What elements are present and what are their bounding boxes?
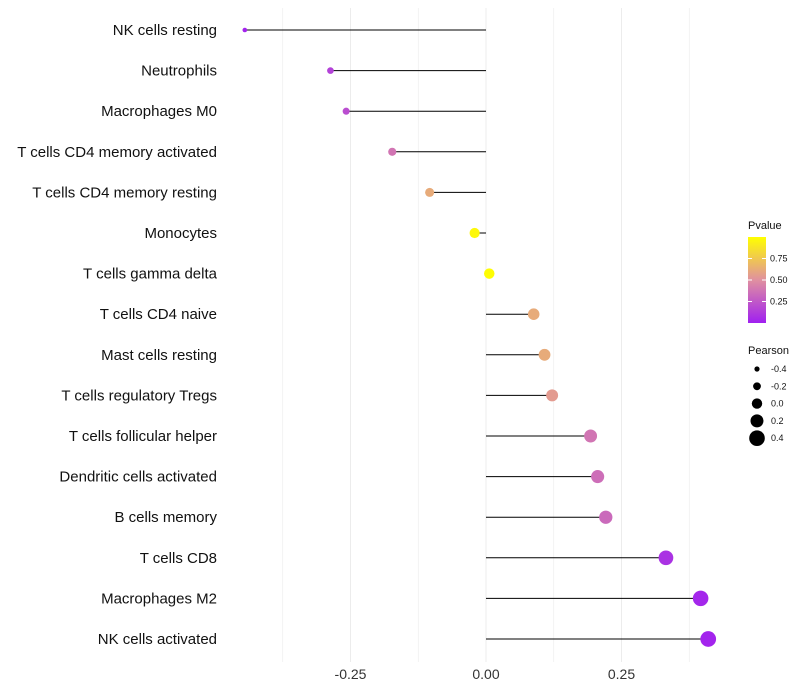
x-axis: -0.25 0.00 0.25: [335, 666, 636, 682]
pearson-legend: Pearson -0.4 -0.2 0.0 0.2 0.4: [748, 345, 789, 447]
lollipop-point: [242, 27, 248, 33]
category-label: T cells CD4 naive: [100, 306, 217, 323]
category-label: T cells CD8: [140, 550, 217, 567]
x-tick-label: 0.25: [608, 666, 635, 682]
lollipop-point: [388, 147, 397, 156]
category-label: NK cells activated: [98, 631, 217, 648]
category-label: T cells follicular helper: [69, 428, 217, 445]
category-label: Mast cells resting: [101, 347, 217, 364]
pvalue-legend: Pvalue 0.25 0.50 0.75: [748, 220, 788, 323]
lollipop-point: [700, 631, 717, 647]
grid-layer: [282, 8, 690, 662]
category-label: Monocytes: [144, 225, 217, 242]
lollipop-point: [484, 268, 495, 279]
lollipop-point: [342, 107, 350, 115]
lollipop-point: [591, 470, 605, 484]
lollipop-point: [584, 429, 598, 443]
size-legend-label: -0.2: [771, 381, 787, 391]
lollipop-point: [425, 187, 435, 197]
colorbar-tick-label: 0.50: [770, 275, 788, 285]
lollipop-point: [692, 590, 709, 607]
lollipop-point: [327, 67, 334, 74]
category-label: Neutrophils: [141, 63, 217, 80]
size-legend-key: [753, 382, 761, 391]
size-legend-key: [750, 414, 764, 428]
size-legend-label: -0.4: [771, 364, 787, 374]
category-label: T cells CD4 memory resting: [32, 184, 217, 201]
size-legend-label: 0.2: [771, 416, 784, 426]
category-labels: NK cells resting Neutrophils Macrophages M…: [17, 22, 217, 648]
lollipop-point: [658, 550, 674, 566]
pearson-legend-title: Pearson: [748, 345, 789, 357]
x-tick-label: 0.00: [472, 666, 499, 682]
size-legend-key: [754, 366, 760, 372]
pvalue-legend-title: Pvalue: [748, 220, 782, 232]
category-label: Macrophages M0: [101, 103, 217, 120]
size-legend-key: [749, 430, 765, 447]
x-tick-label: -0.25: [335, 666, 367, 682]
lollipop-point: [469, 227, 480, 239]
pvalue-colorbar: [748, 237, 766, 323]
category-label: T cells regulatory Tregs: [61, 387, 217, 404]
point-layer: [242, 27, 717, 647]
size-legend-label: 0.0: [771, 399, 784, 409]
category-label: NK cells resting: [113, 22, 217, 39]
lollipop-point: [546, 389, 559, 402]
category-label: Macrophages M2: [101, 590, 217, 607]
size-legend-key: [751, 398, 763, 409]
category-label: T cells CD4 memory activated: [17, 144, 217, 161]
lollipop-point: [527, 308, 540, 320]
stem-layer: [244, 29, 709, 640]
category-label: B cells memory: [114, 509, 217, 526]
size-legend-label: 0.4: [771, 433, 784, 443]
colorbar-tick-label: 0.75: [770, 254, 788, 264]
category-label: T cells gamma delta: [83, 266, 218, 283]
lollipop-point: [538, 348, 551, 361]
category-label: Dendritic cells activated: [59, 469, 217, 486]
colorbar-tick-label: 0.25: [770, 297, 788, 307]
lollipop-point: [599, 510, 613, 524]
